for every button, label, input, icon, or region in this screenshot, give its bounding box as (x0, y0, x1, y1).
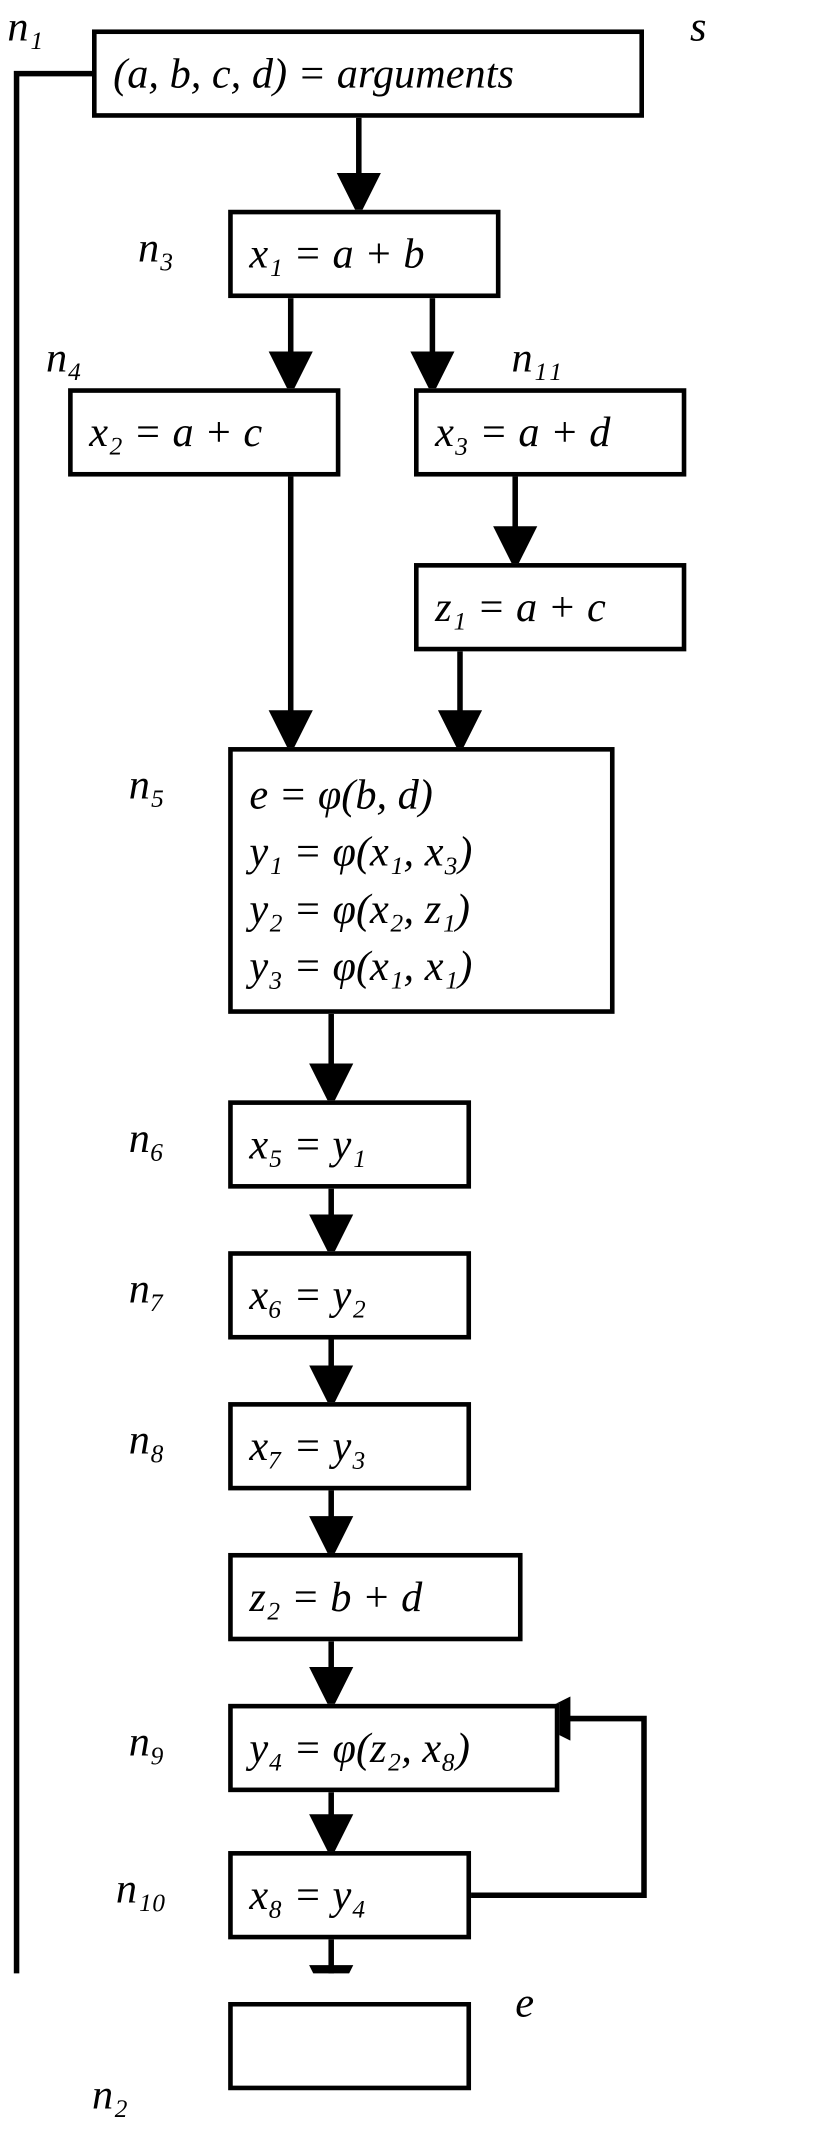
node-n4: x₂ = a + c (68, 388, 340, 476)
node-label-n8: n₈ (129, 1415, 165, 1464)
node-n9: y₄ = φ(z₂, x₈) (228, 1704, 559, 1792)
node-label-n9: n₉ (129, 1717, 165, 1766)
node-n10: x₈ = y₄ (228, 1851, 471, 1939)
node-label-n2: n₂ (92, 2070, 128, 2119)
node-label-n7: n₇ (129, 1264, 165, 1313)
node-label-s: s (690, 2, 706, 51)
node-e (228, 2002, 471, 2090)
node-s: (a, b, c, d) = arguments (92, 29, 644, 117)
node-label-n5: n₅ (129, 760, 165, 809)
node-label-n4: n₄ (46, 333, 82, 382)
node-label-n11: n₁₁ (512, 333, 563, 382)
node-n7: x₆ = y₂ (228, 1251, 471, 1339)
node-n6: x₅ = y₁ (228, 1100, 471, 1188)
node-n8b: z₂ = b + d (228, 1553, 522, 1641)
node-label-n3: n₃ (138, 223, 174, 272)
node-n5: e = φ(b, d) y₁ = φ(x₁, x₃) y₂ = φ(x₂, z₁… (228, 747, 614, 1014)
node-label-n10: n₁₀ (116, 1864, 167, 1913)
node-s-content: (a, b, c, d) = arguments (113, 45, 623, 102)
node-label-n1: n₁ (7, 2, 43, 51)
node-n11b: z₁ = a + c (414, 563, 686, 651)
node-n3: x₁ = a + b (228, 210, 500, 298)
node-n8: x₇ = y₃ (228, 1402, 471, 1490)
node-n11: x₃ = a + d (414, 388, 686, 476)
node-label-e: e (515, 1978, 534, 2027)
node-label-n6: n₆ (129, 1113, 165, 1162)
